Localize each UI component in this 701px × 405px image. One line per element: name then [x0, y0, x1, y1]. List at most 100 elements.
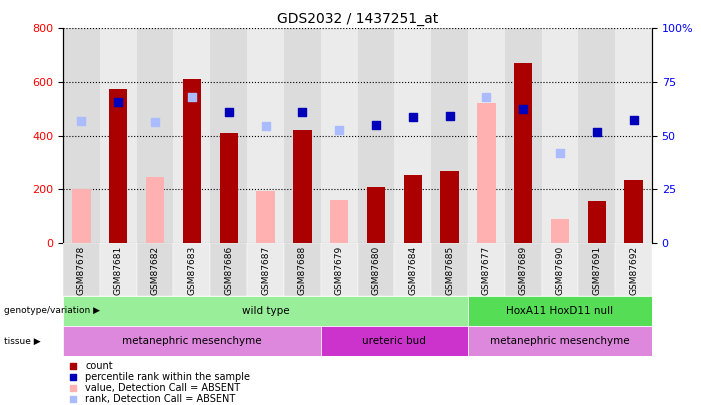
Bar [284, 28, 321, 243]
Bar [404, 175, 422, 243]
Bar [440, 171, 458, 243]
Bar [394, 243, 431, 296]
Bar [578, 28, 615, 243]
Bar [146, 177, 164, 243]
Point [407, 114, 418, 120]
Bar [587, 201, 606, 243]
Point [67, 385, 79, 392]
Text: GSM87679: GSM87679 [334, 245, 343, 295]
Bar [174, 243, 210, 296]
Bar [100, 243, 137, 296]
Text: GSM87681: GSM87681 [114, 245, 123, 295]
Bar [109, 89, 128, 243]
Text: GSM87692: GSM87692 [629, 245, 638, 295]
Text: tissue ▶: tissue ▶ [4, 337, 40, 346]
Text: GSM87690: GSM87690 [555, 245, 564, 295]
Point [297, 108, 308, 115]
Bar [578, 243, 615, 296]
Bar [63, 28, 100, 243]
Bar [174, 28, 210, 243]
Text: GSM87686: GSM87686 [224, 245, 233, 295]
Bar [100, 28, 137, 243]
Point [113, 99, 124, 105]
Point [444, 112, 455, 119]
Bar [63, 296, 468, 326]
Bar [320, 326, 468, 356]
Bar [358, 28, 394, 243]
Text: GSM87687: GSM87687 [261, 245, 270, 295]
Bar [615, 28, 652, 243]
Bar [625, 180, 643, 243]
Bar [320, 28, 358, 243]
Bar [330, 200, 348, 243]
Bar [247, 28, 284, 243]
Bar [257, 191, 275, 243]
Point [67, 363, 79, 369]
Bar [505, 28, 542, 243]
Point [186, 94, 198, 100]
Bar [468, 326, 652, 356]
Text: GSM87685: GSM87685 [445, 245, 454, 295]
Point [223, 108, 234, 115]
Text: value, Detection Call = ABSENT: value, Detection Call = ABSENT [86, 383, 240, 393]
Text: GSM87682: GSM87682 [151, 245, 160, 295]
Point [149, 119, 161, 126]
Point [260, 123, 271, 130]
Point [67, 374, 79, 380]
Bar [72, 190, 90, 243]
Bar [293, 130, 311, 243]
Text: GSM87691: GSM87691 [592, 245, 601, 295]
Point [481, 94, 492, 100]
Text: GSM87677: GSM87677 [482, 245, 491, 295]
Text: GSM87683: GSM87683 [187, 245, 196, 295]
Bar [210, 243, 247, 296]
Bar [358, 243, 394, 296]
Point [591, 128, 602, 135]
Text: wild type: wild type [242, 306, 290, 316]
Bar [468, 243, 505, 296]
Bar [468, 296, 652, 326]
Text: GSM87688: GSM87688 [298, 245, 307, 295]
Bar [63, 326, 320, 356]
Bar [210, 28, 247, 243]
Bar [431, 28, 468, 243]
Text: percentile rank within the sample: percentile rank within the sample [86, 372, 250, 382]
Bar [137, 243, 174, 296]
Bar [394, 28, 431, 243]
Bar [137, 28, 174, 243]
Bar [320, 243, 358, 296]
Point [628, 116, 639, 123]
Bar [219, 133, 238, 243]
Text: HoxA11 HoxD11 null: HoxA11 HoxD11 null [506, 306, 613, 316]
Text: genotype/variation ▶: genotype/variation ▶ [4, 306, 100, 315]
Text: rank, Detection Call = ABSENT: rank, Detection Call = ABSENT [86, 394, 236, 405]
Point [334, 127, 345, 134]
Text: GSM87684: GSM87684 [408, 245, 417, 295]
Point [554, 150, 566, 156]
Bar [63, 243, 100, 296]
Text: metanephric mesenchyme: metanephric mesenchyme [490, 336, 629, 346]
Point [370, 122, 381, 128]
Bar [615, 243, 652, 296]
Bar [542, 243, 578, 296]
Bar [367, 187, 385, 243]
Text: ureteric bud: ureteric bud [362, 336, 426, 346]
Bar [431, 243, 468, 296]
Text: count: count [86, 361, 113, 371]
Bar [551, 219, 569, 243]
Bar [183, 79, 201, 243]
Bar [505, 243, 542, 296]
Text: GSM87680: GSM87680 [372, 245, 381, 295]
Bar [247, 243, 284, 296]
Point [76, 118, 87, 124]
Point [517, 106, 529, 112]
Bar [468, 28, 505, 243]
Text: GSM87689: GSM87689 [519, 245, 528, 295]
Bar [477, 104, 496, 243]
Bar [284, 243, 321, 296]
Bar [542, 28, 578, 243]
Point [67, 396, 79, 403]
Title: GDS2032 / 1437251_at: GDS2032 / 1437251_at [277, 12, 438, 26]
Text: GSM87678: GSM87678 [77, 245, 86, 295]
Bar [514, 63, 532, 243]
